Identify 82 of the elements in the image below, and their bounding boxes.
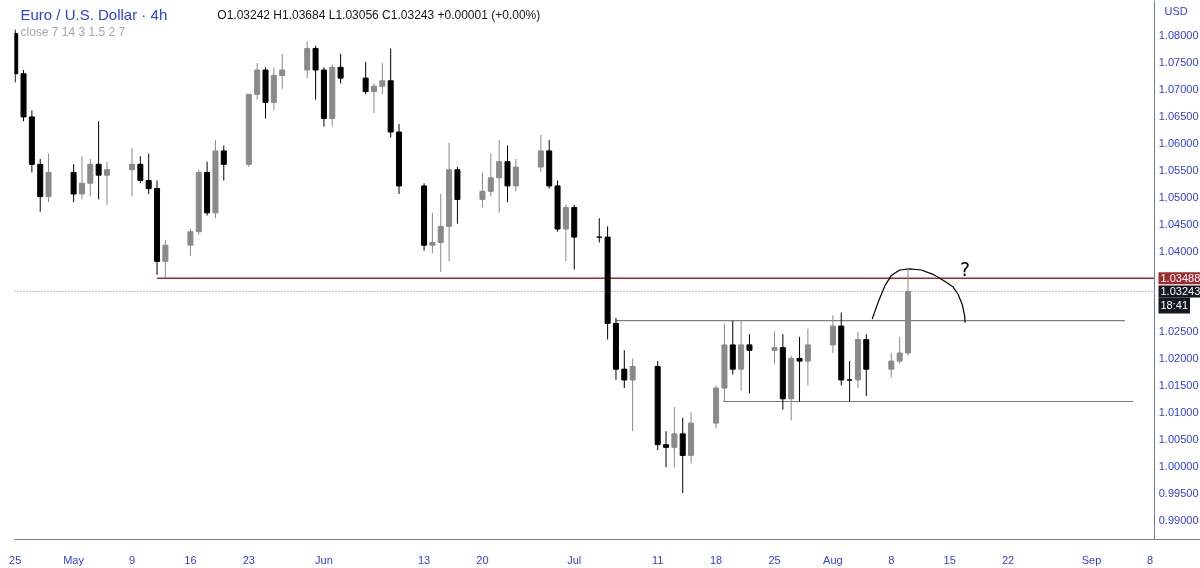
y-tick-label: 1.06000 — [1158, 136, 1199, 149]
annotation: close 7 14 3 1.5 2 7 — [20, 24, 126, 39]
candlestick — [129, 147, 136, 198]
y-tick-label: 1.07000 — [1158, 82, 1199, 95]
x-tick-label: 9 — [128, 553, 136, 566]
y-tick-label: 1.00500 — [1158, 433, 1199, 446]
y-tick-label: 1.04500 — [1158, 217, 1199, 230]
candlestick — [663, 430, 670, 468]
x-tick-label: 15 — [943, 553, 956, 566]
candlestick — [746, 333, 753, 394]
y-axis-title: USD — [1164, 4, 1188, 17]
x-tick-label: 18 — [709, 553, 723, 566]
y-tick-label: 1.08000 — [1158, 29, 1199, 41]
y-tick-label: 1.07500 — [1158, 55, 1199, 68]
candlestick — [137, 155, 144, 184]
candlestick — [145, 153, 152, 195]
candlestick — [896, 336, 903, 365]
x-tick-label: 11 — [651, 553, 664, 566]
y-tick-label: 1.02500 — [1158, 325, 1199, 338]
y-tick-label: 1.00000 — [1158, 460, 1199, 473]
x-tick-label: Aug — [823, 553, 843, 566]
y-tick-label: 0.99500 — [1158, 487, 1199, 500]
x-tick-label: 23 — [242, 553, 255, 566]
x-tick-label: 16 — [184, 553, 197, 566]
candlestick — [537, 134, 544, 173]
x-tick-label: 8 — [1146, 553, 1154, 566]
ref-line-label: 1.03243 — [1160, 285, 1200, 298]
y-tick-label: 1.01500 — [1158, 379, 1199, 392]
x-tick-label: May — [63, 553, 85, 566]
y-tick-label: 1.02000 — [1158, 352, 1199, 365]
candlestick — [671, 406, 678, 468]
y-tick-label: 1.06500 — [1158, 109, 1199, 122]
x-tick-label: 8 — [888, 553, 895, 566]
candlestick — [437, 193, 444, 273]
candlestick — [888, 352, 895, 378]
candlestick — [187, 228, 194, 257]
candlestick — [312, 45, 319, 101]
candlestick — [370, 83, 377, 114]
candlestick — [429, 212, 436, 254]
candlestick — [379, 62, 386, 95]
x-tick-label: Sep — [1081, 553, 1102, 566]
candlestick — [95, 120, 102, 200]
candlestick — [804, 328, 811, 386]
candlestick — [512, 158, 519, 192]
candlestick — [796, 336, 803, 403]
x-tick-label: 13 — [417, 553, 431, 566]
candlestick — [162, 239, 169, 279]
candlestick — [362, 61, 369, 95]
candlestick — [279, 53, 286, 90]
candlestick — [87, 158, 94, 198]
candlestick — [487, 153, 494, 198]
candlestick — [846, 360, 853, 403]
candlestick — [679, 417, 686, 494]
text: O1.03242 H1.03684 L1.03056 C1.03243 +0.00001 (+0.00%) — [217, 7, 541, 22]
candlestick — [337, 53, 344, 85]
chart-title: Euro / U.S. Dollar · 4h — [20, 5, 168, 23]
text: 18:41 — [1160, 299, 1189, 312]
x-tick-label: 22 — [1002, 553, 1015, 566]
y-tick-label: 1.01000 — [1158, 406, 1199, 419]
candlestick — [771, 330, 778, 365]
candlestick — [479, 171, 486, 208]
y-tick-label: 1.05500 — [1158, 163, 1199, 176]
y-tick-label: 1.04000 — [1158, 244, 1199, 257]
y-tick-label: 1.05000 — [1158, 190, 1199, 203]
x-tick-label: 20 — [476, 553, 489, 566]
x-tick-label: 25 — [768, 553, 781, 566]
candlestick — [304, 40, 311, 79]
candlestick — [562, 204, 569, 262]
candlestick — [621, 349, 628, 389]
candlestick — [70, 163, 77, 203]
candlestick — [78, 155, 85, 200]
x-tick-label: Jul — [567, 553, 582, 566]
candlestick — [496, 139, 503, 214]
candlestick — [103, 161, 110, 206]
candlestick — [629, 357, 636, 432]
annotation: ? — [959, 257, 971, 280]
candlestick — [596, 217, 603, 244]
x-tick-label: Jun — [315, 553, 333, 566]
x-tick-label: 25 — [9, 553, 22, 566]
data-label: 1.03488 — [1160, 272, 1200, 285]
candlestick — [220, 144, 227, 182]
y-tick-label: 0.99000 — [1158, 514, 1199, 527]
